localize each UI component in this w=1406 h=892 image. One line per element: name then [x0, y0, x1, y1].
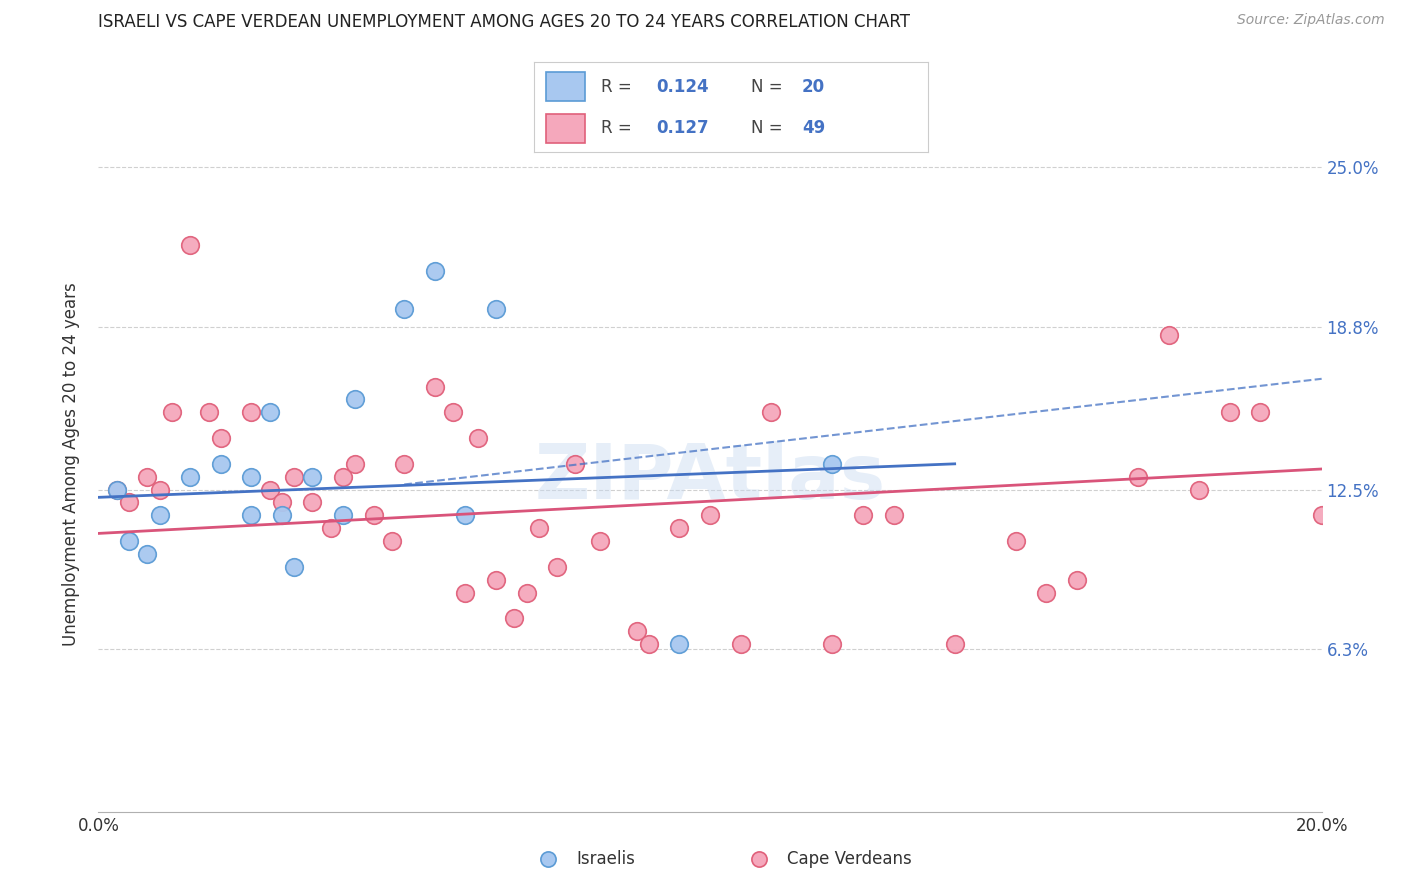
Point [1128, 469, 1150, 483]
Point [209, 457, 232, 471]
Point [160, 405, 183, 419]
Point [589, 534, 612, 549]
Point [136, 547, 159, 561]
Point [1310, 508, 1333, 523]
Point [301, 469, 323, 483]
Point [209, 431, 232, 445]
Point [883, 508, 905, 523]
Point [537, 851, 560, 865]
Point [485, 302, 508, 317]
Text: R =: R = [602, 120, 637, 137]
Point [1219, 405, 1241, 419]
Point [197, 405, 219, 419]
Point [344, 457, 367, 471]
Point [105, 483, 128, 497]
Point [1249, 405, 1271, 419]
Point [467, 431, 489, 445]
Point [626, 624, 648, 639]
Point [270, 508, 292, 523]
Point [852, 508, 875, 523]
Point [344, 392, 367, 407]
Point [503, 611, 526, 625]
Point [485, 573, 508, 587]
Point [283, 469, 305, 483]
Point [381, 534, 404, 549]
Point [301, 495, 323, 509]
Point [118, 495, 141, 509]
Point [527, 521, 550, 535]
Point [546, 560, 568, 574]
Point [730, 637, 752, 651]
FancyBboxPatch shape [546, 114, 585, 143]
Text: Israelis: Israelis [576, 849, 636, 868]
Text: N =: N = [751, 120, 787, 137]
Text: Source: ZipAtlas.com: Source: ZipAtlas.com [1237, 13, 1385, 28]
Point [149, 508, 172, 523]
Text: 0.124: 0.124 [657, 78, 709, 95]
Text: 49: 49 [801, 120, 825, 137]
Point [118, 534, 141, 549]
Point [821, 637, 844, 651]
Text: ISRAELI VS CAPE VERDEAN UNEMPLOYMENT AMONG AGES 20 TO 24 YEARS CORRELATION CHART: ISRAELI VS CAPE VERDEAN UNEMPLOYMENT AMO… [98, 13, 911, 31]
Point [516, 585, 538, 599]
Point [149, 483, 172, 497]
Point [179, 237, 201, 252]
Point [943, 637, 966, 651]
Point [179, 469, 201, 483]
Point [1066, 573, 1088, 587]
Point [637, 637, 661, 651]
Point [441, 405, 464, 419]
Point [240, 469, 263, 483]
Point [821, 457, 844, 471]
Point [1157, 328, 1180, 343]
Point [105, 483, 128, 497]
Point [319, 521, 342, 535]
Text: R =: R = [602, 78, 637, 95]
Point [699, 508, 721, 523]
Point [1004, 534, 1026, 549]
Point [668, 637, 690, 651]
Point [759, 405, 782, 419]
Point [332, 508, 354, 523]
Point [363, 508, 385, 523]
Point [259, 483, 281, 497]
Point [259, 405, 281, 419]
Text: 20: 20 [801, 78, 825, 95]
FancyBboxPatch shape [546, 72, 585, 101]
Text: Cape Verdeans: Cape Verdeans [787, 849, 912, 868]
Point [392, 457, 416, 471]
Point [454, 585, 477, 599]
Point [240, 405, 263, 419]
Y-axis label: Unemployment Among Ages 20 to 24 years: Unemployment Among Ages 20 to 24 years [62, 282, 80, 646]
Point [748, 851, 770, 865]
Point [283, 560, 305, 574]
Point [240, 508, 263, 523]
Text: N =: N = [751, 78, 787, 95]
Point [136, 469, 159, 483]
Point [668, 521, 690, 535]
Text: 0.127: 0.127 [657, 120, 709, 137]
Point [454, 508, 477, 523]
Point [392, 302, 416, 317]
Text: ZIPAtlas: ZIPAtlas [534, 441, 886, 515]
Point [564, 457, 586, 471]
Point [1188, 483, 1211, 497]
Point [1035, 585, 1057, 599]
Point [423, 379, 446, 393]
Point [423, 263, 446, 277]
Point [270, 495, 292, 509]
Point [332, 469, 354, 483]
